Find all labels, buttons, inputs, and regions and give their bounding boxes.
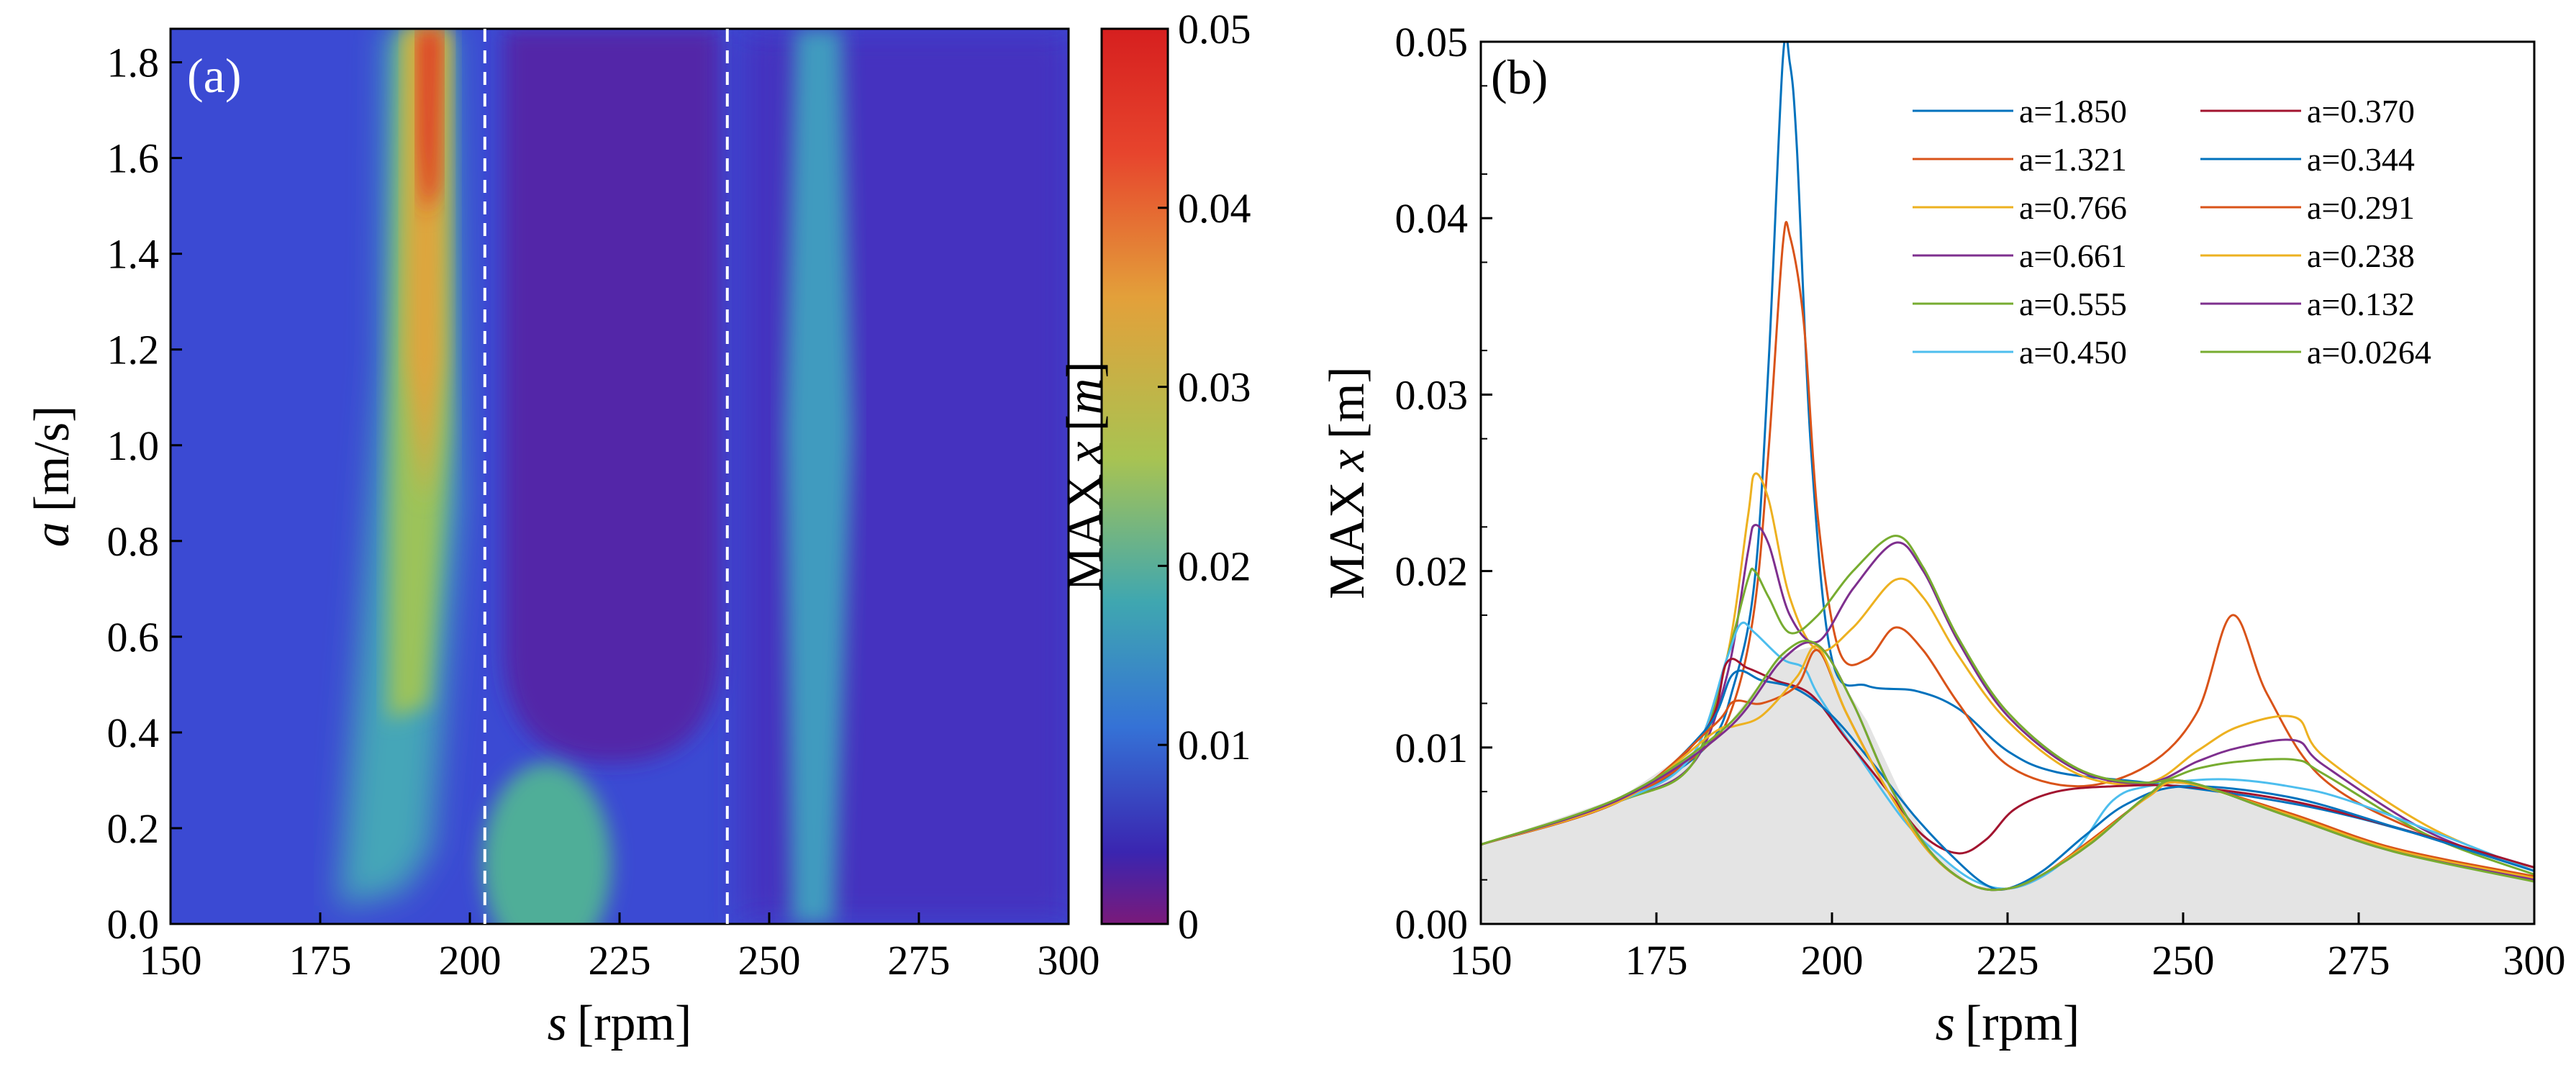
linechart-x-axis-label: s [rpm] xyxy=(1936,996,2080,1051)
linechart-xtick-label: 175 xyxy=(1625,937,1688,984)
legend-label: a=0.450 xyxy=(2019,334,2127,371)
heatmap-xtick-label: 250 xyxy=(738,937,801,984)
panel-a-tag: (a) xyxy=(187,48,241,103)
colorbar-label-var: x xyxy=(1057,441,1112,464)
heatmap-x-axis-label: s [rpm] xyxy=(548,996,692,1051)
legend-label: a=1.321 xyxy=(2019,141,2127,178)
linechart-ytick-label: 0.04 xyxy=(1395,195,1469,242)
linechart-y-axis-var: x xyxy=(1320,449,1375,472)
heatmap-ytick-label: 0.2 xyxy=(107,805,160,852)
legend-label: a=0.291 xyxy=(2307,189,2415,226)
heatmap-ytick-label: 0.6 xyxy=(107,614,160,661)
linechart-ytick-label: 0.00 xyxy=(1395,901,1469,948)
linechart-ytick-label: 0.05 xyxy=(1395,19,1469,65)
legend: a=1.850 a=1.321 a=0.766 a=0.661 a=0.555 a=0.4… xyxy=(1913,93,2431,371)
linechart-xtick-label: 250 xyxy=(2152,937,2215,984)
linechart-x-axis-unit: [rpm] xyxy=(1965,996,2080,1051)
heatmap-xtick-label: 225 xyxy=(589,937,651,984)
heatmap-xtick-label: 300 xyxy=(1038,937,1100,984)
linechart-xtick-label: 200 xyxy=(1801,937,1864,984)
colorbar-tick-label: 0.01 xyxy=(1178,722,1251,769)
colorbar-label-prefix: MAX xyxy=(1057,473,1112,591)
heatmap-y-axis-label: a [m/s] xyxy=(24,406,80,548)
heatmap-quench-region xyxy=(504,29,720,763)
heatmap-low-amplitude-patch xyxy=(482,763,612,924)
series-lines xyxy=(1481,42,2534,892)
linechart-xtick-label: 275 xyxy=(2328,937,2390,984)
series-line-3 xyxy=(1481,524,2534,872)
legend-label: a=0.238 xyxy=(2307,237,2415,274)
colorbar-tick-label: 0.02 xyxy=(1178,543,1251,589)
heatmap-primary-band-peak xyxy=(419,29,440,216)
heatmap-x-axis-var: s xyxy=(548,996,567,1051)
colorbar-ticks: 0 0.01 0.02 0.03 0.04 0.05 xyxy=(1158,6,1251,948)
legend-label: a=0.766 xyxy=(2019,189,2127,226)
linechart-y-axis-label: MAX x [m] xyxy=(1320,366,1375,599)
linechart-ytick-label: 0.02 xyxy=(1395,548,1469,595)
series-line-6 xyxy=(1481,658,2534,869)
heatmap-ytick-label: 0.8 xyxy=(107,518,160,565)
heatmap-ticks: 150 175 200 225 250 275 300 0.0 0.2 0.4 0.6 0.8 1.0 1… xyxy=(107,40,1100,984)
colorbar-tick-label: 0.05 xyxy=(1178,6,1251,53)
linechart-ytick-label: 0.03 xyxy=(1395,371,1469,418)
linechart-x-axis-var: s xyxy=(1936,996,1955,1051)
heatmap-ytick-label: 1.8 xyxy=(107,40,160,86)
heatmap-ytick-label: 0.4 xyxy=(107,709,160,756)
heatmap-field xyxy=(171,29,1069,924)
colorbar-tick-label: 0.03 xyxy=(1178,364,1251,411)
legend-label: a=0.370 xyxy=(2307,93,2415,130)
dashed-lines xyxy=(483,29,729,924)
series-line-1 xyxy=(1481,221,2534,869)
linechart-xtick-label: 150 xyxy=(1450,937,1513,984)
heatmap-xtick-label: 200 xyxy=(439,937,502,984)
linechart-y-axis-prefix: MAX xyxy=(1320,481,1375,599)
panel-b-linechart: 150 175 200 225 250 275 300 0.00 0.01 0.02 0.03 0.0… xyxy=(1320,19,2566,1051)
legend-label: a=0.555 xyxy=(2019,286,2127,322)
panel-b-tag: (b) xyxy=(1491,50,1548,104)
heatmap-ytick-label: 1.4 xyxy=(107,231,160,278)
series-line-7 xyxy=(1481,669,2534,891)
heatmap-x-axis-unit: [rpm] xyxy=(577,996,691,1051)
legend-label: a=1.850 xyxy=(2019,93,2127,130)
heatmap-secondary-band xyxy=(784,29,853,924)
colorbar-tick-label: 0 xyxy=(1178,901,1199,948)
colorbar xyxy=(1100,27,1169,925)
colorbar-label: MAXx[m] xyxy=(1057,361,1112,591)
panel-a-heatmap: 150 175 200 225 250 275 300 0.0 0.2 0.4 0.6 0.8 1.0 1… xyxy=(24,6,1251,1051)
linechart-ticks: 150 175 200 225 250 275 300 0.00 0.01 0.02 0.03 0.0… xyxy=(1395,19,2566,984)
legend-label: a=0.661 xyxy=(2019,237,2127,274)
linechart-y-axis-unit: [m] xyxy=(1320,366,1375,439)
heatmap-ytick-label: 1.6 xyxy=(107,135,160,182)
linechart-xtick-label: 300 xyxy=(2503,937,2566,984)
legend-label: a=0.132 xyxy=(2307,286,2415,322)
heatmap-y-axis-var: a xyxy=(24,522,80,547)
colorbar-tick-label: 0.04 xyxy=(1178,185,1251,232)
linechart-xtick-label: 225 xyxy=(1977,937,2039,984)
linechart-ytick-label: 0.01 xyxy=(1395,725,1469,771)
heatmap-xtick-label: 175 xyxy=(289,937,352,984)
baseline-shaded-area xyxy=(1481,645,2534,924)
heatmap-ytick-label: 1.2 xyxy=(107,327,160,373)
legend-label: a=0.0264 xyxy=(2307,334,2431,371)
heatmap-ytick-label: 1.0 xyxy=(107,422,160,469)
colorbar-label-unit: m xyxy=(1057,378,1112,415)
heatmap-xtick-label: 275 xyxy=(888,937,951,984)
heatmap-ytick-label: 0.0 xyxy=(107,901,160,948)
series-line-11 xyxy=(1481,639,2534,892)
heatmap-y-axis-unit: [m/s] xyxy=(24,406,80,512)
heatmap-xtick-label: 150 xyxy=(140,937,202,984)
legend-label: a=0.344 xyxy=(2307,141,2415,178)
